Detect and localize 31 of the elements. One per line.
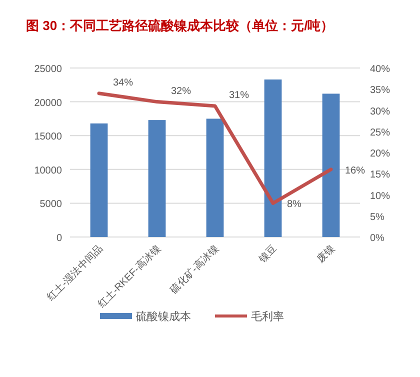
legend-label: 硫酸镍成本 — [136, 310, 191, 323]
y2-tick-label: 20% — [370, 148, 390, 160]
y2-tick-label: 40% — [370, 64, 390, 75]
y-tick-label: 15000 — [34, 132, 62, 143]
y2-tick-label: 35% — [370, 85, 390, 96]
data-label: 34% — [113, 77, 134, 88]
bar — [322, 94, 340, 237]
x-tick-label: 镍豆 — [256, 242, 280, 266]
data-label: 16% — [345, 165, 366, 176]
y2-tick-label: 10% — [370, 190, 390, 202]
legend-label: 毛利率 — [251, 310, 284, 323]
data-label: 8% — [287, 199, 302, 210]
bar — [148, 120, 166, 237]
bar — [90, 123, 108, 237]
y-tick-label: 25000 — [34, 64, 62, 75]
y2-tick-label: 30% — [370, 106, 390, 118]
x-tick-label: 废镍 — [314, 242, 338, 266]
y-tick-label: 5000 — [40, 199, 62, 210]
y2-tick-label: 5% — [370, 212, 385, 223]
chart-title: 图 30：不同工艺路径硫酸镍成本比较（单位：元/吨） — [26, 18, 334, 33]
data-label: 31% — [229, 90, 250, 102]
bar — [206, 118, 224, 237]
y-tick-label: 10000 — [34, 165, 62, 176]
x-tick-label: 硫化矿-高冰镍 — [168, 242, 222, 296]
data-label: 32% — [171, 86, 192, 97]
y2-tick-label: 25% — [370, 127, 390, 138]
y2-tick-label: 15% — [370, 170, 390, 181]
bar — [264, 79, 282, 237]
y-tick-label: 0 — [56, 233, 62, 244]
y2-tick-label: 0% — [370, 233, 385, 244]
y-tick-label: 20000 — [34, 98, 62, 109]
